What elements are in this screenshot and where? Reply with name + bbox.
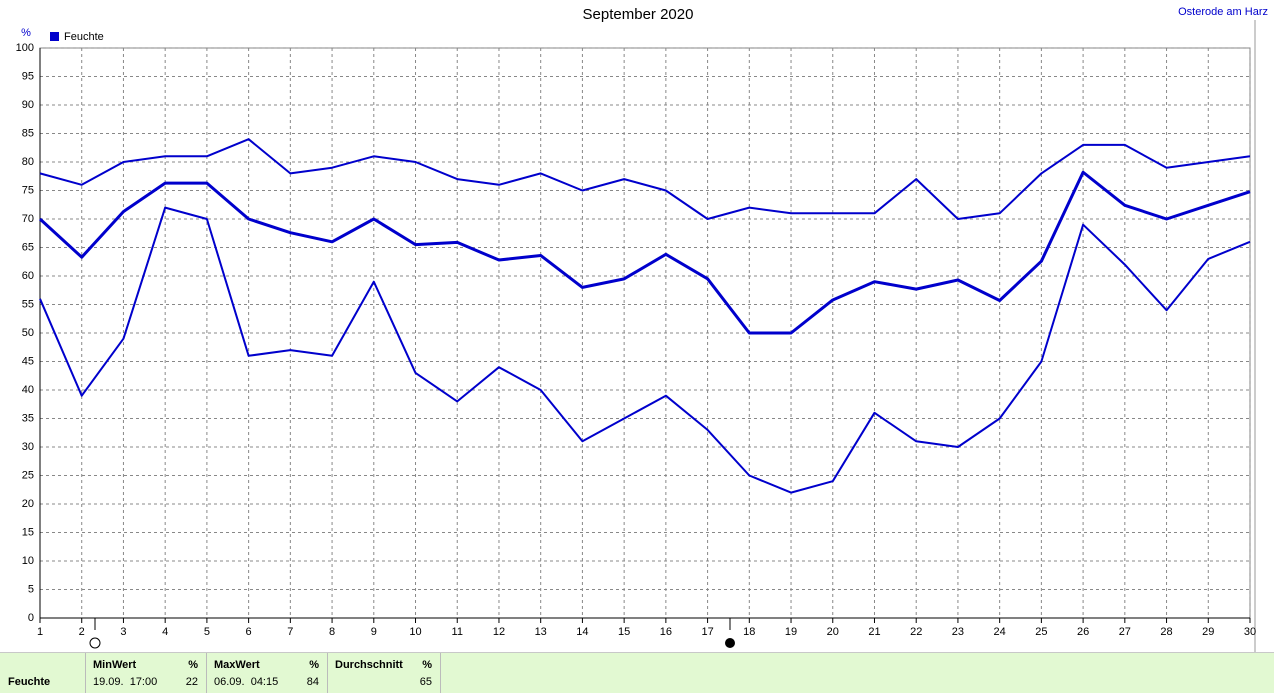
- summary-unit: %: [309, 659, 319, 671]
- x-tick-label: 6: [246, 626, 252, 638]
- legend-label: Feuchte: [64, 31, 104, 43]
- x-tick-label: 4: [162, 626, 168, 638]
- chart: September 2020 Osterode am Harz % 051015…: [16, 6, 1268, 652]
- x-tick-label: 20: [827, 626, 839, 638]
- x-tick-label: 19: [785, 626, 797, 638]
- x-tick-label: 1: [37, 626, 43, 638]
- x-tick-label: 3: [120, 626, 126, 638]
- legend-swatch: [50, 32, 59, 41]
- summary-time: 19.09. 17:00: [93, 676, 158, 688]
- x-tick-label: 23: [952, 626, 964, 638]
- summary-header: Durchschnitt: [335, 659, 403, 671]
- summary-header: MinWert: [93, 659, 137, 671]
- y-tick-label: 15: [22, 526, 34, 538]
- summary-unit: %: [422, 659, 432, 671]
- x-tick-label: 5: [204, 626, 210, 638]
- y-tick-label: 60: [22, 270, 34, 282]
- x-tick-label: 28: [1160, 626, 1172, 638]
- y-tick-label: 90: [22, 99, 34, 111]
- y-tick-label: 5: [28, 583, 34, 595]
- y-tick-label: 0: [28, 612, 34, 624]
- x-tick-label: 12: [493, 626, 505, 638]
- y-tick-label: 75: [22, 184, 34, 196]
- min-marker: [89, 637, 101, 649]
- x-tick-label: 16: [660, 626, 672, 638]
- x-tick-label: 22: [910, 626, 922, 638]
- x-tick-label: 29: [1202, 626, 1214, 638]
- y-unit: %: [21, 27, 31, 39]
- data-line: [39, 138, 1251, 220]
- summary-value: 65: [419, 676, 432, 688]
- summary-unit: %: [188, 659, 198, 671]
- x-tick-label: 8: [329, 626, 335, 638]
- x-tick-label: 11: [452, 626, 463, 638]
- x-tick-label: 9: [371, 626, 377, 638]
- summary-cell: MaxWert% 06.09. 04:15 84: [207, 653, 328, 693]
- x-tick-label: 27: [1119, 626, 1131, 638]
- summary-header: MaxWert: [214, 659, 260, 671]
- x-tick-label: 13: [535, 626, 547, 638]
- x-tick-label: 18: [743, 626, 755, 638]
- summary-label-cell: Feuchte: [0, 653, 86, 693]
- y-tick-label: 35: [22, 412, 34, 424]
- x-tick-label: 26: [1077, 626, 1089, 638]
- y-tick-label: 80: [22, 156, 34, 168]
- x-tick-label: 7: [287, 626, 293, 638]
- y-tick-label: 95: [22, 70, 34, 82]
- y-tick-label: 70: [22, 213, 34, 225]
- data-line: [38, 170, 1251, 335]
- data-line: [39, 206, 1251, 494]
- y-tick-label: 55: [22, 298, 34, 310]
- x-tick-label: 21: [868, 626, 880, 638]
- summary-time: 06.09. 04:15: [214, 676, 279, 688]
- y-tick-label: 10: [22, 555, 34, 567]
- y-tick-label: 85: [22, 127, 34, 139]
- x-tick-label: 25: [1035, 626, 1047, 638]
- x-tick-label: 14: [576, 626, 588, 638]
- x-tick-label: 15: [618, 626, 630, 638]
- x-tick-label: 30: [1244, 626, 1256, 638]
- summary-cell: MinWert% 19.09. 17:00 22: [86, 653, 207, 693]
- station: Osterode am Harz: [1178, 6, 1268, 18]
- y-tick-label: 40: [22, 384, 34, 396]
- x-tick-label: 17: [701, 626, 713, 638]
- max-marker: [725, 638, 735, 648]
- y-tick-label: 20: [22, 498, 34, 510]
- summary-value: 22: [185, 676, 198, 688]
- chart-title: September 2020: [583, 6, 694, 23]
- y-tick-label: 50: [22, 327, 34, 339]
- y-tick-label: 30: [22, 441, 34, 453]
- summary-label: Feuchte: [8, 676, 51, 688]
- summary-value: 84: [306, 676, 319, 688]
- y-tick-label: 45: [22, 355, 34, 367]
- x-tick-label: 24: [994, 626, 1006, 638]
- y-tick-label: 65: [22, 241, 34, 253]
- y-tick-label: 100: [16, 42, 34, 54]
- x-tick-label: 10: [409, 626, 421, 638]
- x-tick-label: 2: [79, 626, 85, 638]
- y-tick-label: 25: [22, 469, 34, 481]
- summary-panel: Feuchte MinWert% 19.09. 17:00 22 MaxWert% 06.…: [0, 652, 1274, 693]
- summary-cell: Durchschnitt% 65: [328, 653, 441, 693]
